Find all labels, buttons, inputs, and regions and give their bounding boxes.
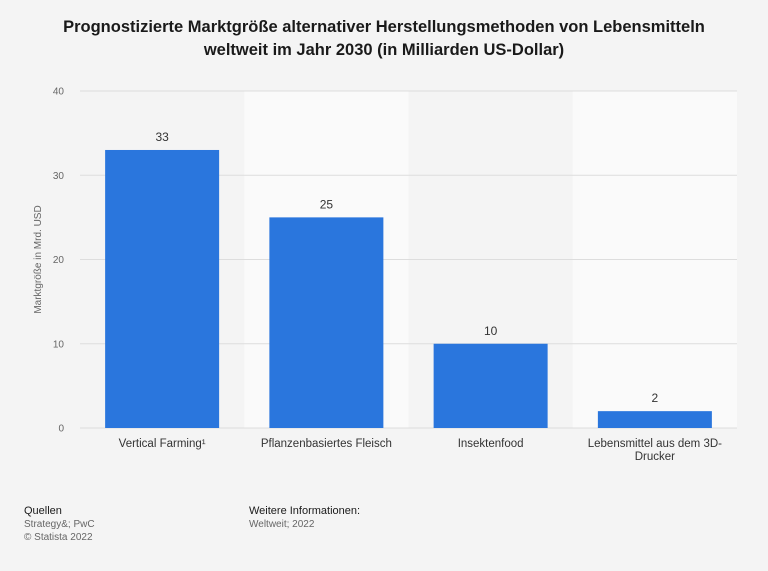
bar-chart: 0 10 20 30 40 33 25 10 2 Vertical Farming¹ Pflan… [33,87,737,463]
x-tick-label-line: Lebensmittel aus dem 3D- [588,438,722,450]
bar [105,149,220,428]
x-tick-label-line: Pflanzenbasiertes Fleisch [261,438,392,450]
bar [597,411,712,428]
info-section: Weitere Informationen: Weltweit; 2022 [249,504,360,531]
x-tick-label: Vertical Farming¹ [119,438,206,450]
y-tick-label: 40 [53,87,65,98]
y-axis-ticks: 0 10 20 30 40 [53,87,65,435]
value-label: 25 [320,197,334,211]
x-tick-label-line: Drucker [635,451,675,463]
y-tick-label: 20 [53,255,65,266]
x-tick-label: Lebensmittel aus dem 3D-Drucker [588,438,722,463]
y-tick-label: 10 [53,339,65,350]
x-tick-label-line: Vertical Farming¹ [119,438,206,450]
y-axis-label: Marktgröße in Mrd. USD [33,205,44,313]
value-label: 10 [484,324,498,338]
y-tick-label: 30 [53,171,65,182]
chart-title-line-1: Prognostizierte Marktgröße alternativer … [63,18,705,36]
value-label: 33 [155,130,169,144]
value-label: 2 [652,391,659,405]
x-tick-label-line: Insektenfood [458,438,524,450]
x-tick-label: Insektenfood [458,438,524,450]
copyright-line: © Statista 2022 [24,532,93,543]
source-line: Strategy&; PwC [24,519,95,530]
sources-section: Quellen Strategy&; PwC © Statista 2022 [24,504,95,544]
value-labels: 33 25 10 2 [155,130,658,405]
chart-title: Prognostizierte Marktgröße alternativer … [40,16,728,62]
info-line: Weltweit; 2022 [249,519,315,530]
x-tick-label: Pflanzenbasiertes Fleisch [261,438,392,450]
bars [105,149,712,428]
x-axis-labels: Vertical Farming¹ Pflanzenbasiertes Fleis… [119,438,722,463]
sources-heading: Quellen [24,505,62,517]
bar [269,217,384,428]
bar [433,343,548,428]
chart-title-line-2: weltweit im Jahr 2030 (in Milliarden US-… [203,41,565,59]
info-heading: Weitere Informationen: [249,505,361,517]
y-tick-label: 0 [58,424,64,435]
